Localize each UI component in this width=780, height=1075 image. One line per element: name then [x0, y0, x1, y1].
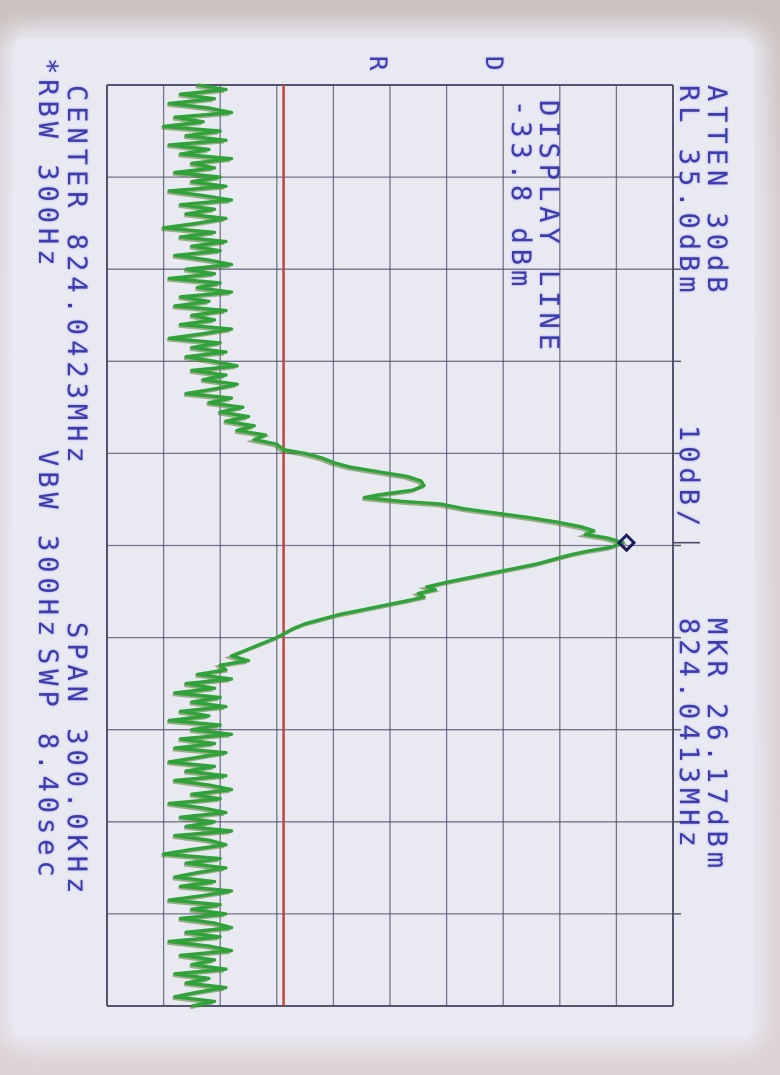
trace — [161, 83, 625, 1008]
vbw-label: VBW 300Hz — [32, 450, 63, 642]
display-line-label: DISPLAY LINE — [533, 100, 564, 356]
center-frequency-label: CENTER 824.0423MHz — [61, 85, 92, 468]
marker-diamond-icon — [616, 533, 637, 553]
rbw-label: *RBW 300Hz — [32, 58, 63, 271]
annunciator-r: R — [364, 56, 392, 71]
sweep-time-label: SWP 8.40sec — [32, 648, 63, 882]
scale-per-div-label: 10dB/ — [673, 425, 704, 532]
marker-frequency-label: 824.0413MHz — [673, 618, 704, 852]
marker-amplitude-label: MKR 26.17dBm — [701, 618, 732, 874]
atten-label: ATTEN 30dB — [701, 85, 732, 298]
annunciator-d: D — [480, 56, 508, 71]
span-label: SPAN 300.0KHz — [61, 622, 92, 899]
display-line-value: -33.8 dBm — [505, 100, 536, 292]
ref-level-label: RL 35.0dBm — [673, 85, 704, 298]
